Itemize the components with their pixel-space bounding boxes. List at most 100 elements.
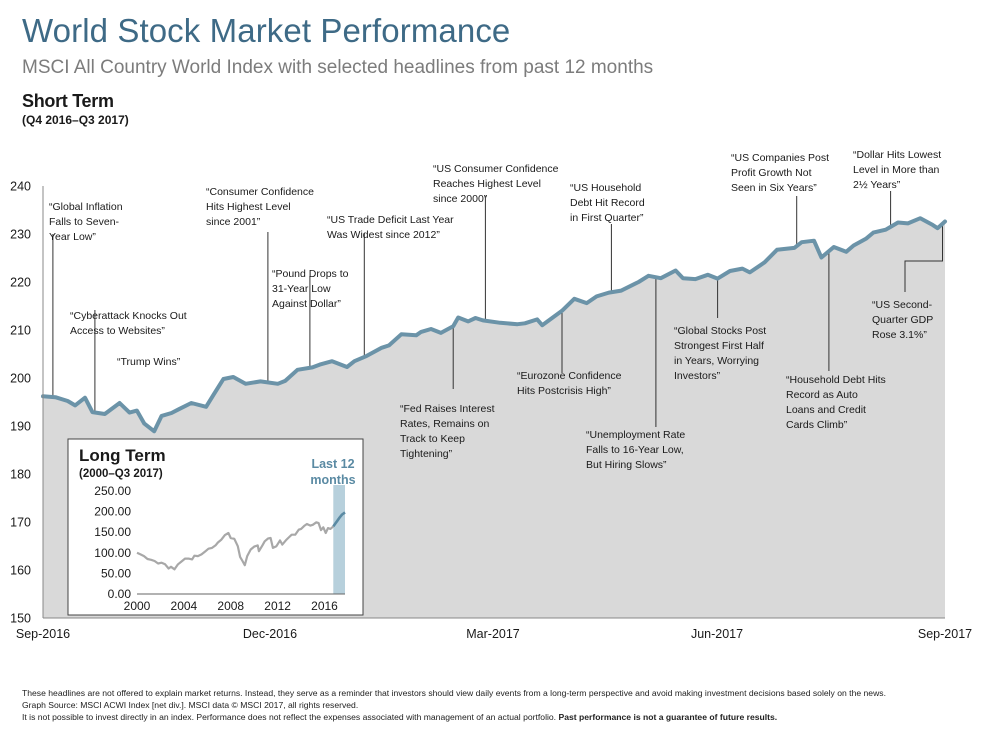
inset-x-tick-label: 2000 xyxy=(124,599,151,613)
inset-y-tick-label: 0.00 xyxy=(108,587,132,601)
headline-text: Rose 3.1%” xyxy=(872,329,927,341)
headline-text: in Years, Worrying xyxy=(674,355,759,367)
footer-disclaimer: These headlines are not offered to expla… xyxy=(22,688,886,698)
page-subtitle: MSCI All Country World Index with select… xyxy=(22,57,654,78)
headline-text: Year Low” xyxy=(49,231,96,243)
footer-source: Graph Source: MSCI ACWI Index [net div.]… xyxy=(22,700,359,710)
headline-text: Track to Keep xyxy=(400,433,465,445)
annotation-layer: “Global Inflation Falls to Seven- Year Low… xyxy=(49,149,941,471)
headline-annotation: “Eurozone Confidence Hits Postcrisis High… xyxy=(517,370,622,397)
headline-text: Strongest First Half xyxy=(674,340,764,352)
leader-layer xyxy=(52,191,943,427)
headline-text: “Eurozone Confidence xyxy=(517,370,622,382)
headline-annotation: “US Companies Post Profit Growth Not Seen … xyxy=(731,152,829,194)
x-tick-label: Mar-2017 xyxy=(466,627,520,641)
inset-y-tick-label: 50.00 xyxy=(101,566,131,580)
long-term-label: Long Term xyxy=(79,446,166,465)
headline-text: Loans and Credit xyxy=(786,404,866,416)
inset-x-tick-label: 2004 xyxy=(171,599,198,613)
headline-text: “US Companies Post xyxy=(731,152,829,164)
headline-text: 2½ Years” xyxy=(853,179,901,191)
headline-text: “US Second- xyxy=(872,299,933,311)
inset-y-tick-label: 200.00 xyxy=(94,505,131,519)
headline-text: Was Widest since 2012” xyxy=(327,229,440,241)
headline-text: But Hiring Slows” xyxy=(586,459,667,471)
x-tick-label: Sep-2017 xyxy=(918,627,972,641)
inset-highlight-band xyxy=(333,485,345,594)
headline-text: “Trump Wins” xyxy=(117,356,181,368)
y-tick-label: 210 xyxy=(10,324,31,338)
headline-text: Reaches Highest Level xyxy=(433,178,541,190)
headline-text: “Fed Raises Interest xyxy=(400,403,495,415)
footer-past-performance: Past performance is not a guarantee of f… xyxy=(558,712,778,722)
footer-legal-text: It is not possible to invest directly in… xyxy=(22,712,557,722)
headline-text: Hits Highest Level xyxy=(206,201,291,213)
headline-text: “Global Stocks Post xyxy=(674,325,766,337)
headline-text: Tightening” xyxy=(400,448,453,460)
headline-annotation: “Unemployment Rate Falls to 16-Year Low, B… xyxy=(586,429,685,471)
headline-annotation: “Fed Raises Interest Rates, Remains on Tra… xyxy=(400,403,495,460)
x-tick-label: Jun-2017 xyxy=(691,627,743,641)
footer-legal: It is not possible to invest directly in… xyxy=(22,711,972,723)
short-term-label: Short Term xyxy=(22,91,114,111)
headline-text: Falls to Seven- xyxy=(49,216,120,228)
headline-text: Investors” xyxy=(674,370,721,382)
inset-y-tick-label: 250.00 xyxy=(94,484,131,498)
headline-text: “US Trade Deficit Last Year xyxy=(327,214,454,226)
x-tick-label: Dec-2016 xyxy=(243,627,297,641)
headline-text: “Pound Drops to xyxy=(272,268,349,280)
headline-annotation: “Global Inflation Falls to Seven- Year Low… xyxy=(49,201,123,243)
headline-annotation: “Consumer Confidence Hits Highest Level si… xyxy=(206,186,314,228)
headline-text: Access to Websites” xyxy=(70,325,165,337)
headline-text: Seen in Six Years” xyxy=(731,182,817,194)
long-term-period: (2000–Q3 2017) xyxy=(79,468,163,480)
headline-text: Falls to 16-Year Low, xyxy=(586,444,684,456)
headline-leader xyxy=(904,223,943,292)
headline-text: since 2000” xyxy=(433,193,488,205)
headline-annotation: “Trump Wins” xyxy=(117,356,181,368)
headline-text: “Household Debt Hits xyxy=(786,374,886,386)
y-tick-label: 240 xyxy=(10,180,31,194)
inset-x-tick-label: 2008 xyxy=(217,599,244,613)
y-tick-label: 170 xyxy=(10,516,31,530)
headline-text: “Unemployment Rate xyxy=(586,429,685,441)
long-term-inset: Long Term (2000–Q3 2017) Last 12 months 0.00… xyxy=(67,438,364,616)
headline-annotation: “Household Debt Hits Record as Auto Loans … xyxy=(786,374,886,431)
headline-text: Record as Auto xyxy=(786,389,858,401)
headline-annotation: “US Trade Deficit Last Year Was Widest si… xyxy=(327,214,454,241)
headline-annotation: “US Second- Quarter GDP Rose 3.1%” xyxy=(872,299,933,341)
last-12-months-label: months xyxy=(310,473,355,487)
inset-x-tick-label: 2016 xyxy=(311,599,338,613)
headline-text: “Dollar Hits Lowest xyxy=(853,149,941,161)
headline-text: “US Consumer Confidence xyxy=(433,163,559,175)
y-tick-label: 190 xyxy=(10,420,31,434)
headline-text: in First Quarter” xyxy=(570,212,644,224)
headline-annotation: “Cyberattack Knocks Out Access to Website… xyxy=(70,310,187,337)
headline-annotation: “Pound Drops to 31-Year Low Against Dollar… xyxy=(272,268,349,310)
inset-y-tick-label: 150.00 xyxy=(94,525,131,539)
y-tick-label: 180 xyxy=(10,468,31,482)
line-layer xyxy=(41,216,947,434)
footer: These headlines are not offered to expla… xyxy=(22,687,972,723)
headline-text: “US Household xyxy=(570,182,641,194)
y-tick-label: 220 xyxy=(10,276,31,290)
index-line xyxy=(41,216,947,434)
y-tick-label: 200 xyxy=(10,372,31,386)
headline-text: “Cyberattack Knocks Out xyxy=(70,310,187,322)
inset-x-tick-label: 2012 xyxy=(264,599,291,613)
headline-text: “Global Inflation xyxy=(49,201,123,213)
headline-annotation: “US Household Debt Hit Record in First Qua… xyxy=(570,182,645,224)
last-12-months-label: Last 12 xyxy=(311,457,354,471)
headline-text: Debt Hit Record xyxy=(570,197,645,209)
y-tick-label: 230 xyxy=(10,228,31,242)
headline-text: Hits Postcrisis High” xyxy=(517,385,611,397)
x-tick-label: Sep-2016 xyxy=(16,627,70,641)
headline-text: Cards Climb” xyxy=(786,419,848,431)
headline-annotation: “Global Stocks Post Strongest First Half i… xyxy=(674,325,766,382)
short-term-period: (Q4 2016–Q3 2017) xyxy=(22,113,129,127)
y-tick-label: 150 xyxy=(10,612,31,626)
axis-layer: 150 160 170 180 190 200 210 220 230 240 Sep-2016 De… xyxy=(10,180,972,642)
headline-text: Rates, Remains on xyxy=(400,418,489,430)
headline-text: “Consumer Confidence xyxy=(206,186,314,198)
